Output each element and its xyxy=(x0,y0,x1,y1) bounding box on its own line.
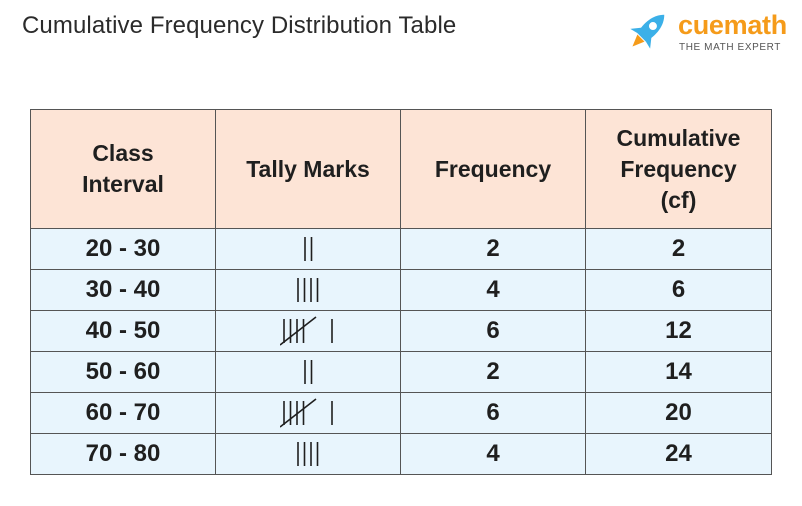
cuemath-logo: cuemath THE MATH EXPERT xyxy=(620,6,795,56)
tally-marks-cell xyxy=(215,433,401,475)
table-row: 40 - 50 6 12 xyxy=(30,310,772,352)
table-row: 70 - 80 4 24 xyxy=(30,433,772,475)
cumulative-frequency-cell: 14 xyxy=(585,351,772,393)
header-cf-line1: Cumulative xyxy=(616,124,741,151)
table-row: 60 - 70 6 20 xyxy=(30,392,772,434)
class-interval-cell: 40 - 50 xyxy=(30,310,216,352)
header-tally-marks: Tally Marks xyxy=(215,109,401,229)
header-frequency: Frequency xyxy=(400,109,586,229)
table-header-row: Class Interval Tally Marks Frequency Cum… xyxy=(30,109,772,229)
brand-name: cuemath xyxy=(678,10,787,40)
class-interval-cell: 60 - 70 xyxy=(30,392,216,434)
rocket-icon xyxy=(630,14,665,49)
frequency-cell: 2 xyxy=(400,351,586,393)
header-cumulative-frequency: Cumulative Frequency (cf) xyxy=(585,109,772,229)
table-row: 50 - 60 2 14 xyxy=(30,351,772,393)
class-interval-cell: 20 - 30 xyxy=(30,228,216,270)
frequency-cell: 4 xyxy=(400,433,586,475)
cumulative-frequency-cell: 2 xyxy=(585,228,772,270)
header-cf-line3: (cf) xyxy=(660,186,697,213)
cumulative-frequency-cell: 20 xyxy=(585,392,772,434)
frequency-cell: 6 xyxy=(400,310,586,352)
frequency-cell: 4 xyxy=(400,269,586,311)
table-row: 20 - 30 2 2 xyxy=(30,228,772,270)
page-title: Cumulative Frequency Distribution Table xyxy=(22,12,457,39)
brand-tagline: THE MATH EXPERT xyxy=(679,42,781,53)
cumulative-frequency-table: Class Interval Tally Marks Frequency Cum… xyxy=(30,109,772,475)
class-interval-cell: 70 - 80 xyxy=(30,433,216,475)
table-row: 30 - 40 4 6 xyxy=(30,269,772,311)
header-class-interval: Class Interval xyxy=(30,109,216,229)
cumulative-frequency-cell: 24 xyxy=(585,433,772,475)
header-cf-line2: Frequency xyxy=(620,155,737,182)
tally-marks-graphic xyxy=(303,237,313,261)
frequency-cell: 6 xyxy=(400,392,586,434)
header-class-interval-label: Class Interval xyxy=(82,140,164,197)
tally-marks-graphic xyxy=(280,398,333,428)
frequency-cell: 2 xyxy=(400,228,586,270)
tally-marks-cell xyxy=(215,310,401,352)
tally-marks-graphic xyxy=(297,278,319,302)
tally-marks-cell xyxy=(215,392,401,434)
class-interval-cell: 50 - 60 xyxy=(30,351,216,393)
cumulative-frequency-cell: 12 xyxy=(585,310,772,352)
tally-marks-graphic xyxy=(280,316,333,346)
tally-marks-graphic xyxy=(303,360,313,384)
class-interval-cell: 30 - 40 xyxy=(30,269,216,311)
tally-marks-cell xyxy=(215,269,401,311)
tally-marks-graphic xyxy=(297,442,319,466)
tally-marks-cell xyxy=(215,351,401,393)
tally-marks-cell xyxy=(215,228,401,270)
cumulative-frequency-cell: 6 xyxy=(585,269,772,311)
